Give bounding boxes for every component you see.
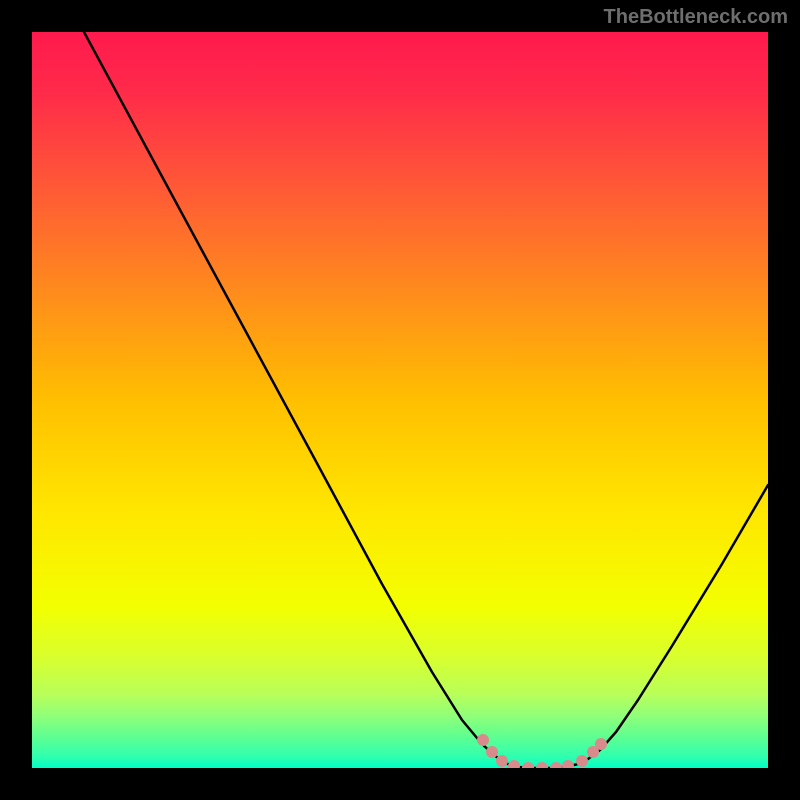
plot-svg: [32, 32, 768, 768]
valley-marker: [477, 734, 489, 746]
watermark-text: TheBottleneck.com: [604, 6, 788, 29]
plot-area: [32, 32, 768, 768]
valley-marker: [576, 755, 588, 767]
valley-marker: [486, 746, 498, 758]
chart-stage: TheBottleneck.com: [0, 0, 800, 800]
valley-marker: [595, 738, 607, 750]
valley-marker: [496, 755, 508, 767]
